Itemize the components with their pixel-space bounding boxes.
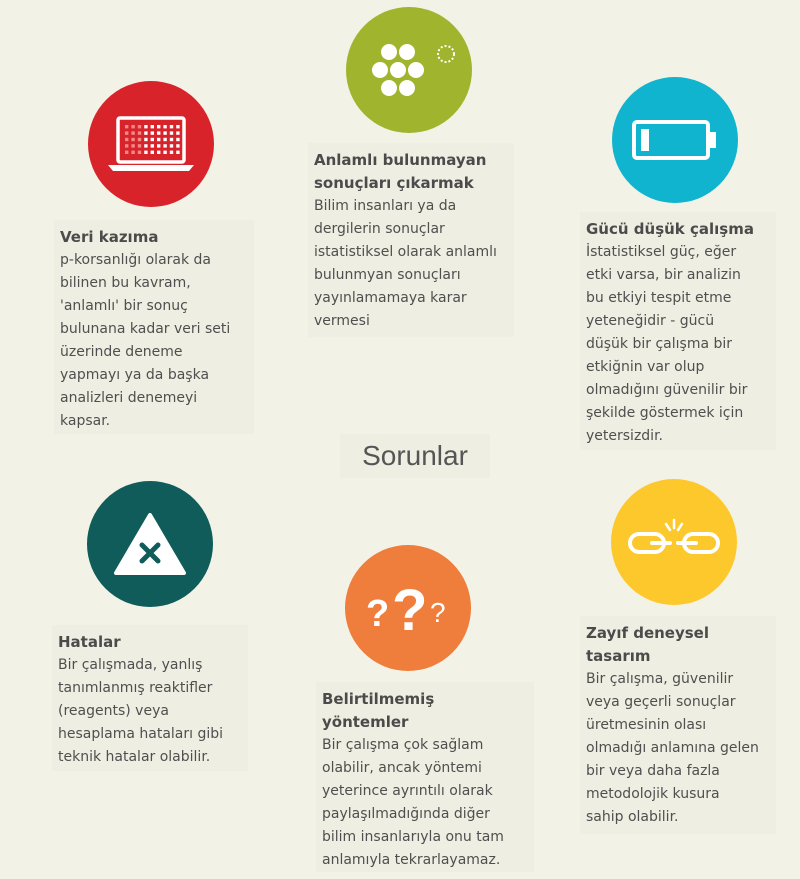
card-line: olmadığını güvenilir bir [586,382,748,398]
card-line: Bilim insanları ya da [314,198,457,214]
weak-design-card: Zayıf deneysel tasarım Bir çalışma, güve… [580,616,776,834]
card-line: Bir çalışmada, yanlış [58,657,203,673]
svg-text:?: ? [392,578,427,640]
card-line: yetersizdir. [586,428,663,444]
laptop-icon [108,116,194,171]
card-line: kapsar. [60,413,111,429]
weak-design-circle [611,479,737,605]
card-line: istatistiksel olarak anlamlı [314,244,497,260]
card-title: Hatalar [58,633,121,651]
card-line: teknik hatalar olabilir. [58,749,211,765]
card-line: analizleri denemeyi [60,390,198,406]
card-line: yeteneğidir - gücü [586,313,715,329]
card-title-line: Anlamlı bulunmayan [314,151,487,169]
card-line: p-korsanlığı olarak da [60,252,212,268]
card-line: paylaşılmadığında diğer [322,806,490,822]
card-line: üretmesinin olası [586,717,707,733]
card-line: 'anlamlı' bir sonuç [60,298,188,314]
card-line: bilim insanlarıyla onu tam [322,829,504,845]
card-line: dergilerin sonuçlar [314,221,445,237]
card-line: vermesi [314,313,370,329]
card-line: yayınlamamaya karar [314,290,467,306]
card-line: İstatistiksel güç, eğer [586,244,737,260]
non-significant-circle [346,7,472,133]
svg-text:?: ? [430,597,446,628]
question-marks-icon: ? ? ? [366,578,446,640]
card-line: bulunmyan sonuçları [314,267,461,283]
card-line: Bir çalışma çok sağlam [322,737,484,753]
svg-text:?: ? [366,593,389,635]
non-significant-card: Anlamlı bulunmayan sonuçları çıkarmak Bi… [308,143,514,337]
card-line: yapmayı ya da başka [60,367,210,383]
broken-chain-icon [628,518,720,554]
unreported-methods-card: Belirtilmemiş yöntemler Bir çalışma çok … [316,682,534,872]
card-title-line: Belirtilmemiş [322,690,435,708]
data-dredging-circle [88,81,214,207]
card-line: bulunana kadar veri seti [60,321,231,337]
card-line: veya geçerli sonuçlar [586,694,736,710]
center-title: Sorunlar [340,434,490,478]
low-power-circle [612,77,738,203]
card-line: tanımlanmış reaktifler [58,680,213,696]
card-line: üzerinde deneme [60,344,183,360]
errors-circle [87,481,213,607]
card-title-line: yöntemler [322,713,409,731]
card-line: (reagents) veya [58,703,169,719]
unreported-methods-circle: ? ? ? [345,545,471,671]
card-line: şekilde göstermek için [586,405,744,421]
card-title-line: sonuçları çıkarmak [314,174,474,192]
card-line: olmadığı anlamına gelen [586,740,759,756]
card-line: bir veya daha fazla [586,763,720,779]
card-line: düşük bir çalışma bir [586,336,733,352]
card-line: bilinen bu kavram, [60,275,191,291]
card-title: Veri kazıma [60,228,159,246]
card-line: etkiğnin var olup [586,359,705,375]
card-title-line: tasarım [586,647,651,665]
low-battery-icon [632,120,716,160]
card-title: Gücü düşük çalışma [586,220,754,238]
low-power-card: Gücü düşük çalışma İstatistiksel güç, eğ… [580,212,776,450]
cell-cluster-icon [372,44,455,96]
data-dredging-card: Veri kazıma p-korsanlığı olarak da bilin… [54,220,254,434]
card-line: metodolojik kusura [586,786,720,802]
card-line: yeterince ayrıntılı olarak [322,783,493,799]
card-line: olabilir, ancak yöntemi [322,760,482,776]
card-line: bu etkiyi tespit etme [586,290,732,306]
warning-triangle-icon [114,513,186,575]
card-line: Bir çalışma, güvenilir [586,671,734,687]
errors-card: Hatalar Bir çalışmada, yanlış tanımlanmı… [52,625,248,771]
card-line: hesaplama hataları gibi [58,726,224,742]
card-line: sahip olabilir. [586,809,679,825]
card-title-line: Zayıf deneysel [586,624,709,642]
card-line: etki varsa, bir analizin [586,267,741,283]
card-line: anlamıyla tekrarlayamaz. [322,852,501,868]
